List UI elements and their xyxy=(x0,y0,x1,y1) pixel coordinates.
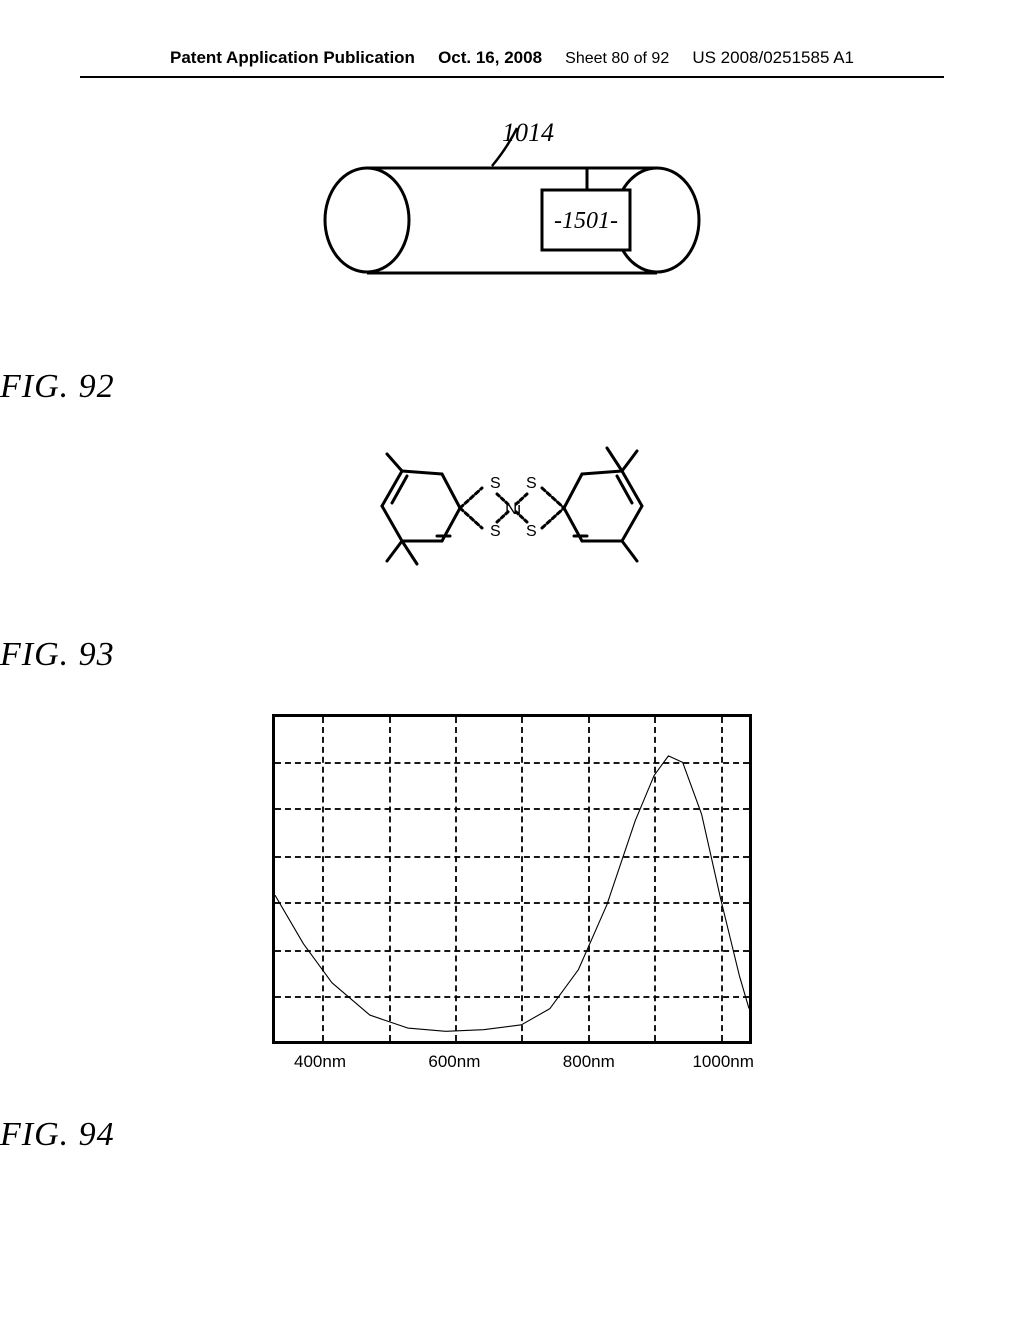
sulfur-atom-label: S xyxy=(526,523,537,540)
grid-line-vertical xyxy=(521,717,523,1041)
grid-line-horizontal xyxy=(275,902,749,904)
grid-line-horizontal xyxy=(275,950,749,952)
nickel-atom-label: Ni xyxy=(505,499,521,518)
x-tick-label: 400nm xyxy=(294,1052,346,1072)
figure-92-label: FIG. 92 xyxy=(0,368,1024,406)
grid-line-horizontal xyxy=(275,996,749,998)
grid-line-horizontal xyxy=(275,808,749,810)
patent-header: Patent Application Publication Oct. 16, … xyxy=(80,0,944,78)
figure-93-label: FIG. 93 xyxy=(0,636,1024,674)
absorption-chart xyxy=(272,714,752,1044)
grid-line-vertical xyxy=(455,717,457,1041)
grid-line-vertical xyxy=(588,717,590,1041)
grid-line-vertical xyxy=(322,717,324,1041)
figure-94-label: FIG. 94 xyxy=(0,1116,1024,1154)
sulfur-atom-label: S xyxy=(526,475,537,492)
x-axis-ticks: 400nm 600nm 800nm 1000nm xyxy=(272,1052,752,1076)
grid-line-vertical xyxy=(654,717,656,1041)
figure-92: 1014 -1501- xyxy=(0,118,1024,348)
figure-94: 400nm 600nm 800nm 1000nm xyxy=(0,714,1024,1076)
grid-line-vertical xyxy=(721,717,723,1041)
reference-numeral-1014: 1014 xyxy=(502,118,554,148)
publication-number: US 2008/0251585 A1 xyxy=(692,48,854,68)
grid-line-horizontal xyxy=(275,762,749,764)
x-tick-label: 800nm xyxy=(563,1052,615,1072)
publication-date: Oct. 16, 2008 xyxy=(438,48,542,68)
absorption-curve xyxy=(275,717,749,1041)
publication-type: Patent Application Publication xyxy=(170,48,415,68)
reference-numeral-1501: -1501- xyxy=(554,208,618,234)
grid-line-horizontal xyxy=(275,856,749,858)
molecule-diagram: S S S S Ni xyxy=(342,436,682,596)
sulfur-atom-label: S xyxy=(490,475,501,492)
figure-93: S S S S Ni xyxy=(0,436,1024,616)
sulfur-atom-label: S xyxy=(490,523,501,540)
grid-line-vertical xyxy=(389,717,391,1041)
x-tick-label: 600nm xyxy=(428,1052,480,1072)
cylinder-diagram: -1501- xyxy=(297,118,727,318)
sheet-number: Sheet 80 of 92 xyxy=(565,50,669,68)
x-tick-label: 1000nm xyxy=(692,1052,753,1072)
